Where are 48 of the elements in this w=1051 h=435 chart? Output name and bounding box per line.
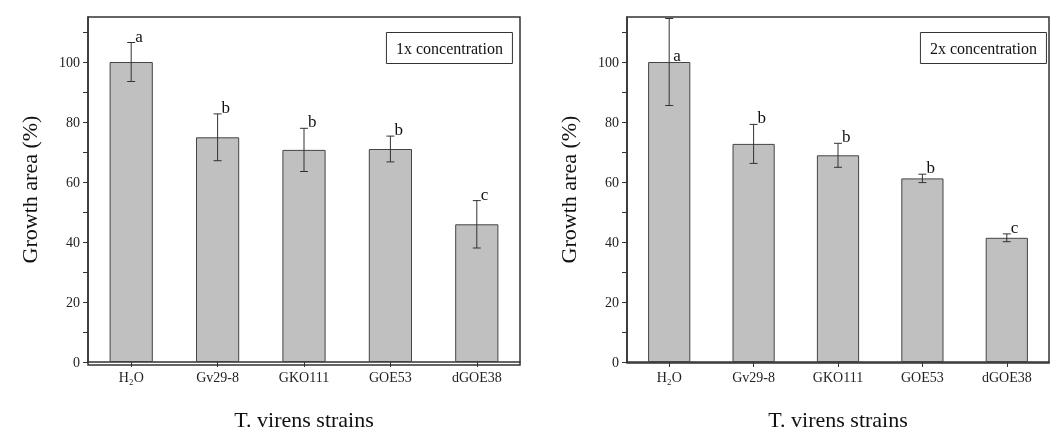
x-tick-label: GOE53 bbox=[369, 369, 412, 385]
y-axis-title: Growth area (%) bbox=[555, 115, 581, 264]
y-tick-label: 100 bbox=[598, 54, 619, 70]
bar bbox=[816, 155, 860, 362]
annotation: c bbox=[1010, 217, 1019, 237]
annotation: b bbox=[842, 127, 851, 147]
x-tick-label: GOE53 bbox=[901, 369, 944, 385]
y-tick-label: 20 bbox=[605, 294, 619, 310]
annotation: b bbox=[308, 112, 317, 132]
y-tick-label: 60 bbox=[605, 174, 619, 190]
y-tick-label: 80 bbox=[66, 114, 80, 130]
annotation: 2x concentration bbox=[929, 39, 1038, 57]
x-tick-label: Gv29-8 bbox=[732, 369, 775, 385]
y-tick-label: 80 bbox=[605, 114, 619, 130]
bar bbox=[368, 149, 412, 362]
x-tick-label: GKO111 bbox=[812, 369, 864, 385]
y-axis-title: Growth area (%) bbox=[16, 115, 42, 264]
annotation: c bbox=[480, 184, 489, 204]
annotation: b bbox=[394, 120, 403, 140]
y-tick-label: 60 bbox=[66, 174, 80, 190]
y-tick-label: 0 bbox=[612, 354, 619, 370]
annotation: b bbox=[926, 158, 935, 178]
x-tick-label: dGOE38 bbox=[981, 369, 1032, 385]
bar bbox=[109, 62, 153, 362]
x-tick-label: dGOE38 bbox=[451, 369, 502, 385]
y-tick-label: 40 bbox=[66, 234, 80, 250]
annotation: a bbox=[135, 26, 144, 46]
bar bbox=[985, 237, 1028, 362]
y-tick-label: 40 bbox=[605, 234, 619, 250]
x-tick-label: GKO111 bbox=[278, 369, 330, 385]
annotation: b bbox=[757, 108, 767, 128]
x-tick-label: H₂O bbox=[118, 369, 144, 385]
y-tick-label: 0 bbox=[73, 354, 80, 370]
bar bbox=[196, 137, 240, 362]
bar bbox=[732, 143, 775, 362]
y-tick-label: 100 bbox=[59, 54, 80, 70]
annotation: 1x concentration bbox=[395, 39, 504, 57]
bar bbox=[648, 62, 691, 362]
x-axis-title: T. virens strains bbox=[234, 406, 374, 432]
annotation: a bbox=[673, 46, 682, 65]
bar bbox=[901, 178, 944, 362]
bar bbox=[282, 149, 326, 362]
bar bbox=[455, 224, 499, 362]
x-tick-label: H₂O bbox=[656, 369, 682, 385]
x-tick-label: Gv29-8 bbox=[196, 369, 239, 385]
x-axis-title: T. virens strains bbox=[768, 406, 908, 432]
y-tick-label: 20 bbox=[66, 294, 80, 310]
annotation: b bbox=[221, 97, 231, 117]
